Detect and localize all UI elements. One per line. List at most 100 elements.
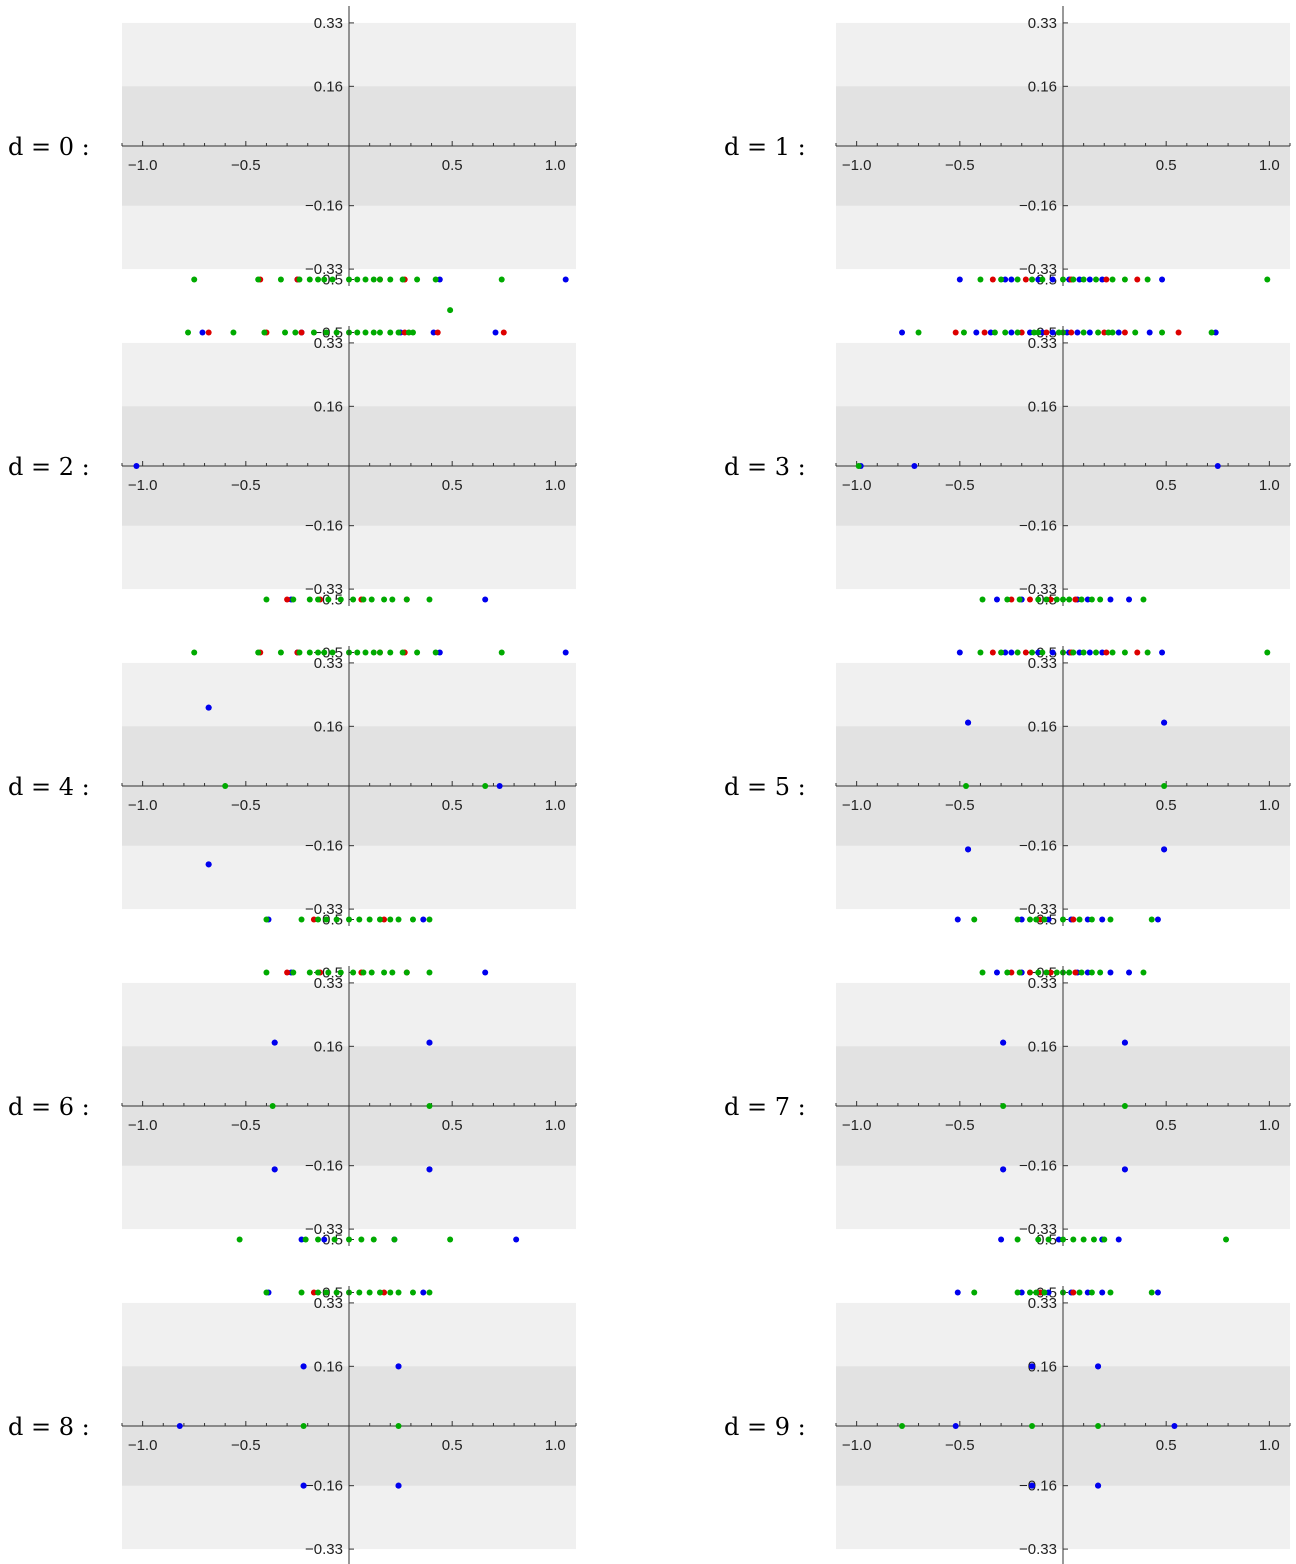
point-green xyxy=(321,276,328,283)
point-green xyxy=(498,649,505,656)
point-red xyxy=(1026,969,1033,976)
point-green xyxy=(302,1236,309,1243)
point-blue xyxy=(513,1236,520,1243)
point-green xyxy=(1016,969,1023,976)
point-green xyxy=(1264,649,1271,656)
point-blue xyxy=(1049,329,1056,336)
point-blue xyxy=(1159,649,1166,656)
point-green xyxy=(399,276,406,283)
y-tick-label: −0.16 xyxy=(1019,198,1057,215)
point-blue xyxy=(952,1423,959,1429)
point-green xyxy=(1080,329,1087,336)
x-tick-label: 0.5 xyxy=(442,797,463,814)
x-tick-label: −1.0 xyxy=(842,477,872,494)
x-tick-label: −1.0 xyxy=(842,157,872,174)
point-red xyxy=(284,969,291,976)
point-blue xyxy=(321,1236,328,1243)
point-green xyxy=(1132,329,1139,336)
point-red xyxy=(1068,329,1075,336)
point-blue xyxy=(1000,1039,1007,1046)
point-green xyxy=(368,596,375,603)
point-green xyxy=(263,596,270,603)
y-tick-label: 0.16 xyxy=(314,1358,343,1375)
point-green xyxy=(315,916,322,923)
point-blue xyxy=(1159,276,1166,283)
y-tick-label: −0.16 xyxy=(1019,1478,1057,1495)
point-green xyxy=(1090,1236,1097,1243)
point-green xyxy=(277,649,284,656)
x-tick-label: −0.5 xyxy=(945,477,975,494)
point-blue xyxy=(430,329,437,336)
point-green xyxy=(1121,649,1128,656)
point-green xyxy=(447,307,454,314)
point-blue xyxy=(1026,329,1033,336)
x-tick-label: 1.0 xyxy=(545,1117,566,1134)
x-tick-label: 1.0 xyxy=(1259,797,1280,814)
point-green xyxy=(1029,649,1036,656)
x-tick-label: 0.5 xyxy=(1156,797,1177,814)
point-blue xyxy=(420,916,427,923)
point-green xyxy=(399,649,406,656)
point-blue xyxy=(1035,276,1042,283)
point-red xyxy=(1037,1289,1044,1296)
point-blue xyxy=(300,1363,307,1370)
y-tick-label: −0.16 xyxy=(1019,838,1057,855)
point-blue xyxy=(1095,1363,1102,1370)
point-blue xyxy=(199,329,206,336)
point-blue xyxy=(496,783,503,789)
point-green xyxy=(409,329,416,336)
point-green xyxy=(1004,969,1011,976)
point-green xyxy=(315,649,322,656)
y-tick-label: 0.33 xyxy=(1028,15,1057,32)
point-green xyxy=(315,596,322,603)
point-red xyxy=(989,649,996,656)
point-green xyxy=(1076,1289,1083,1296)
point-green xyxy=(414,276,421,283)
point-green xyxy=(1088,916,1095,923)
y-tick-label: −0.16 xyxy=(1019,518,1057,535)
point-blue xyxy=(300,1482,307,1489)
x-tick-label: 1.0 xyxy=(1259,1437,1280,1454)
point-blue xyxy=(482,969,489,976)
x-tick-label: −0.5 xyxy=(231,797,261,814)
point-green xyxy=(282,329,289,336)
point-green xyxy=(998,649,1005,656)
point-green xyxy=(222,783,229,789)
point-blue xyxy=(395,1363,402,1370)
point-blue xyxy=(1095,1482,1102,1489)
point-green xyxy=(1041,1289,1048,1296)
point-blue xyxy=(1029,1482,1036,1489)
point-green xyxy=(391,1236,398,1243)
panel-d3: −1.0−0.50.51.00.50.330.16−0.16−0.33−0.5d… xyxy=(724,272,1291,662)
y-tick-label: 0.16 xyxy=(1028,1358,1057,1375)
point-red xyxy=(1072,596,1079,603)
point-green xyxy=(1097,596,1104,603)
point-green xyxy=(368,969,375,976)
point-blue xyxy=(1126,596,1133,603)
point-green xyxy=(1026,916,1033,923)
y-tick-label: −0.33 xyxy=(1019,261,1057,278)
point-blue xyxy=(1084,1289,1091,1296)
point-green xyxy=(292,329,299,336)
y-tick-label: 0.33 xyxy=(1028,335,1057,352)
point-green xyxy=(381,596,388,603)
point-green xyxy=(321,649,328,656)
point-green xyxy=(960,329,967,336)
point-green xyxy=(296,649,303,656)
x-tick-label: 0.5 xyxy=(1156,1437,1177,1454)
panel-d6: −1.0−0.50.51.00.50.330.16−0.16−0.33−0.5d… xyxy=(8,912,577,1302)
point-green xyxy=(300,1423,307,1429)
panel-d5: −1.0−0.50.51.00.50.330.16−0.16−0.33−0.5d… xyxy=(724,592,1291,982)
point-blue xyxy=(1115,1236,1122,1243)
panel-label: d = 7 : xyxy=(724,1093,806,1121)
point-green xyxy=(1060,596,1066,603)
point-green xyxy=(1097,969,1104,976)
panel-label: d = 5 : xyxy=(724,773,806,801)
y-tick-label: −0.33 xyxy=(305,1541,343,1558)
point-green xyxy=(1014,329,1021,336)
y-tick-label: 0.5 xyxy=(322,912,343,929)
panel-d2: −1.0 −0.5 0.5 1.0 0.5 0.33 0.16 −0.16 −0.33 −0.5 d… xyxy=(8,272,577,662)
point-blue xyxy=(954,1289,961,1296)
panel-d9: −1.0−0.50.51.00.50.330.16−0.16−0.33−0.5d… xyxy=(724,1232,1291,1564)
panel-d4: −1.0 −0.5 0.5 1.0 0.5 0.33 0.16 −0.16 −0.33 −0.5 d… xyxy=(8,592,577,982)
